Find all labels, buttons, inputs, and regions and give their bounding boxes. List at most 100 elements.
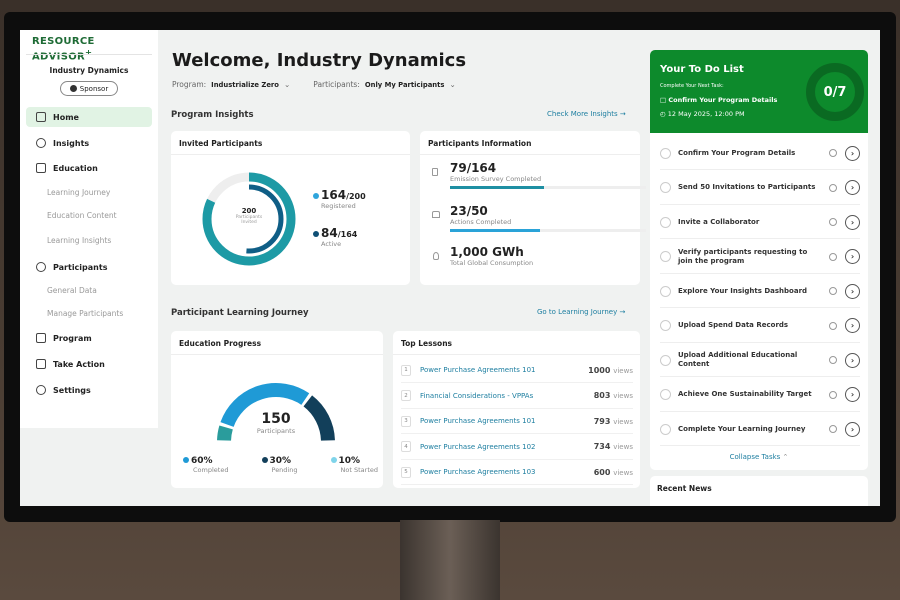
sidebar-item-home[interactable]: Home (26, 107, 152, 127)
help-icon[interactable] (829, 390, 837, 399)
lesson-views: 734 views (593, 442, 633, 451)
sidebar-item-settings[interactable]: Settings (26, 380, 152, 400)
book-icon (36, 163, 46, 173)
todo-task[interactable]: Achieve One Sustainability Target › (660, 379, 860, 412)
task-checkbox[interactable] (660, 147, 671, 159)
todo-task[interactable]: Send 50 Invitations to Participants › (660, 172, 860, 205)
collapse-tasks-button[interactable]: Collapse Tasks ⌃ (729, 453, 789, 461)
lesson-views: 600 views (593, 467, 633, 477)
lesson-title-link[interactable]: Financial Considerations - VPPAs (420, 391, 534, 400)
sidebar-sub-learning-journey[interactable]: Learning Journey (47, 188, 111, 197)
chevron-right-icon[interactable]: › (845, 318, 860, 333)
todo-task[interactable]: Upload Additional Educational Content › (660, 344, 860, 377)
sidebar-item-take-action[interactable]: Take Action (26, 354, 152, 374)
chevron-right-icon[interactable]: › (845, 352, 860, 368)
gauge-legend: 60% Completed 30% Pending 10% Not Started (183, 456, 378, 474)
participants-label: Participants: (313, 80, 360, 89)
lesson-title-link[interactable]: Power Purchase Agreements 101 (420, 366, 536, 374)
role-badge[interactable]: Sponsor (60, 81, 118, 96)
task-label: Explore Your Insights Dashboard (678, 286, 808, 295)
lesson-row[interactable]: 3 Power Purchase Agreements 101 793 view… (401, 409, 633, 434)
logo: RESOURCE ADVISOR+ (32, 36, 95, 63)
program-select[interactable]: Industrialize Zero (211, 80, 279, 89)
chevron-down-icon[interactable]: ⌄ (283, 80, 291, 89)
progress-bar (450, 229, 646, 232)
lesson-row[interactable]: 1 Power Purchase Agreements 101 1000 vie… (401, 358, 633, 383)
sidebar-sub-general-data[interactable]: General Data (47, 286, 97, 295)
go-to-learning-journey-link[interactable]: Go to Learning Journey → (537, 308, 626, 316)
task-checkbox[interactable] (660, 423, 671, 435)
help-icon[interactable] (829, 252, 837, 261)
lesson-rank: 3 (401, 415, 411, 427)
todo-title: Your To Do List (660, 64, 744, 75)
todo-header: Your To Do List Complete Your Next Task:… (650, 50, 868, 133)
puzzle-icon (36, 359, 46, 369)
help-icon[interactable] (829, 425, 837, 433)
task-checkbox[interactable] (660, 216, 671, 228)
house-icon (432, 211, 440, 218)
todo-task[interactable]: Complete Your Learning Journey › (660, 413, 860, 446)
card-title: Education Progress (171, 331, 383, 355)
todo-task[interactable]: Confirm Your Program Details › (660, 137, 860, 170)
help-icon[interactable] (829, 218, 837, 226)
sidebar-sub-learning-insights[interactable]: Learning Insights (47, 236, 112, 245)
sidebar-item-insights[interactable]: Insights (26, 133, 152, 153)
lesson-row[interactable]: 4 Power Purchase Agreements 102 734 view… (401, 435, 633, 460)
task-checkbox[interactable] (660, 354, 671, 366)
todo-task[interactable]: Upload Spend Data Records › (660, 310, 860, 343)
help-icon[interactable] (829, 149, 837, 157)
lesson-views: 793 views (593, 416, 633, 426)
help-icon[interactable] (829, 321, 837, 330)
gauge-center-label: Participants (256, 427, 296, 435)
sidebar-item-education[interactable]: Education (26, 158, 152, 178)
task-checkbox[interactable] (660, 320, 671, 331)
check-more-insights-link[interactable]: Check More Insights → (547, 110, 626, 118)
lesson-title-link[interactable]: Power Purchase Agreements 102 (420, 442, 536, 451)
chevron-right-icon[interactable]: › (845, 249, 860, 264)
lesson-title-link[interactable]: Power Purchase Agreements 101 (420, 417, 536, 425)
todo-task[interactable]: Explore Your Insights Dashboard › (660, 275, 860, 308)
lesson-title-link[interactable]: Power Purchase Agreements 103 (420, 468, 536, 476)
todo-task[interactable]: Invite a Collaborator › (660, 206, 860, 239)
task-label: Upload Spend Data Records (678, 321, 789, 329)
chevron-right-icon[interactable]: › (845, 283, 860, 299)
lesson-row[interactable]: 5 Power Purchase Agreements 103 600 view… (401, 460, 633, 485)
gear-icon (36, 385, 46, 395)
education-progress-card: Education Progress 150 Participants 60% C… (171, 331, 383, 488)
sidebar-sub-education-content[interactable]: Education Content (47, 211, 117, 220)
chevron-right-icon[interactable]: › (845, 180, 860, 195)
chevron-right-icon[interactable]: › (845, 145, 860, 161)
task-checkbox[interactable] (660, 285, 671, 297)
lesson-views: 803 views (593, 391, 633, 400)
next-task-link[interactable]: □ Confirm Your Program Details (660, 96, 778, 104)
participants-select[interactable]: Only My Participants (364, 80, 445, 89)
help-icon[interactable] (829, 356, 837, 364)
chevron-right-icon[interactable]: › (845, 387, 860, 402)
chevron-down-icon[interactable]: ⌄ (449, 80, 456, 89)
help-icon[interactable] (829, 183, 837, 192)
todo-task[interactable]: Verify participants requesting to join t… (660, 241, 860, 274)
chevron-up-icon: ⌃ (782, 453, 789, 461)
lesson-rank: 4 (401, 441, 411, 452)
task-checkbox[interactable] (660, 182, 671, 193)
task-label: Verify participants requesting to join t… (678, 247, 808, 265)
sponsor-icon (69, 85, 77, 92)
donut-center-value: 200 (241, 207, 257, 215)
todo-list: Confirm Your Program Details › Send 50 I… (650, 133, 868, 470)
top-lessons-card: Top Lessons 1 Power Purchase Agreements … (393, 331, 640, 488)
info-row: 23/50 Actions Completed (450, 204, 646, 232)
clipboard-icon (432, 168, 438, 176)
lesson-row[interactable]: 2 Financial Considerations - VPPAs 803 v… (401, 384, 633, 409)
chevron-right-icon[interactable]: › (845, 421, 860, 437)
sidebar-item-participants[interactable]: Participants (26, 257, 152, 277)
sidebar-item-program[interactable]: Program (26, 328, 152, 348)
sidebar-sub-manage-participants[interactable]: Manage Participants (47, 309, 124, 318)
lesson-rank: 5 (401, 466, 411, 478)
invited-participants-card: Invited Participants 200 Participants In… (171, 131, 410, 285)
task-label: Complete Your Learning Journey (678, 424, 806, 433)
chevron-right-icon[interactable]: › (845, 214, 860, 230)
help-icon[interactable] (829, 287, 837, 295)
task-checkbox[interactable] (660, 389, 671, 400)
program-insights-heading: Program Insights (171, 110, 254, 120)
task-checkbox[interactable] (660, 251, 671, 262)
